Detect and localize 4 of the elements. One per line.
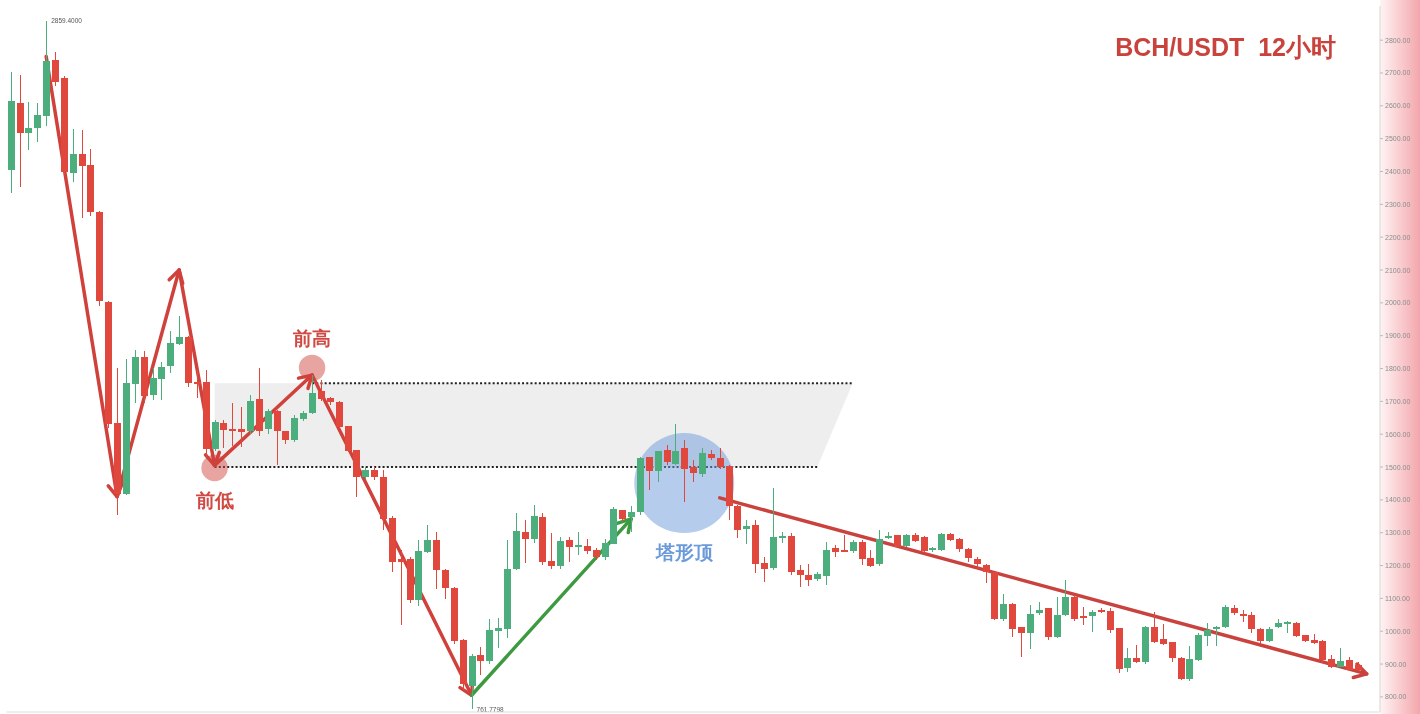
series-label: 前高 bbox=[292, 327, 332, 349]
series-label: 塔形顶 bbox=[654, 542, 714, 564]
text: BCH/USDT 12小时 bbox=[1115, 33, 1336, 61]
series-label: 前低 bbox=[194, 490, 234, 512]
